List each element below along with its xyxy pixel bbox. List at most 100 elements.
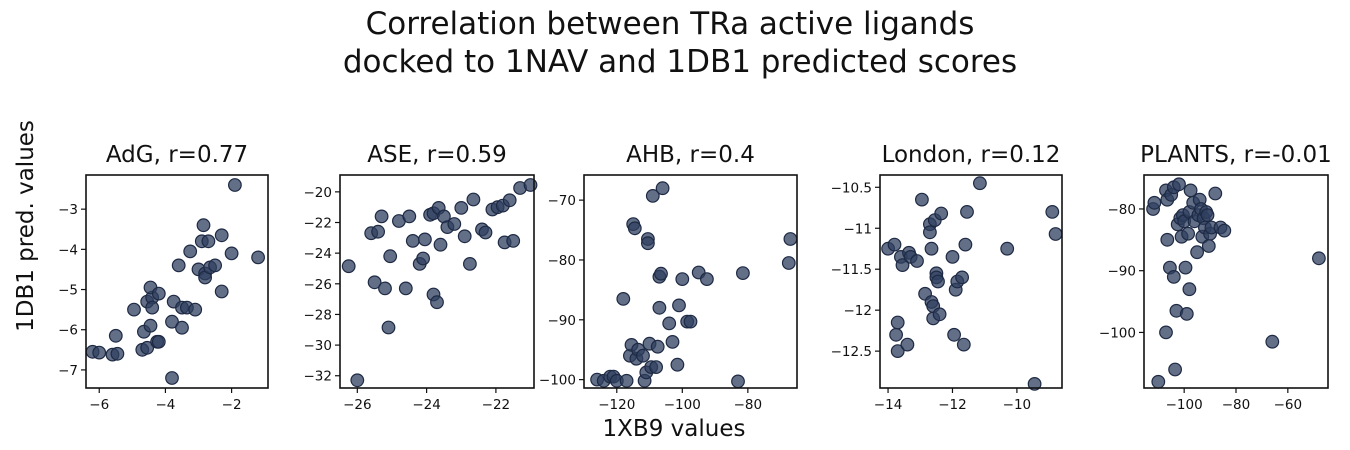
data-point	[955, 270, 969, 285]
y-tick-label: −12	[844, 303, 873, 319]
data-point	[214, 228, 229, 243]
data-point	[1048, 227, 1063, 241]
data-point	[1201, 239, 1216, 253]
data-point	[402, 209, 417, 224]
subplot-title: AdG, r=0.77	[106, 142, 248, 168]
data-point	[1208, 186, 1223, 201]
data-point	[151, 334, 166, 349]
data-point	[670, 357, 685, 372]
data-point	[1182, 282, 1197, 297]
subplot-title: ASE, r=0.59	[367, 142, 506, 168]
data-point	[672, 298, 686, 313]
data-point	[924, 241, 939, 256]
x-tick-label: −22	[482, 397, 511, 413]
data-point	[890, 344, 905, 359]
data-point	[1000, 241, 1015, 256]
data-point	[1160, 232, 1175, 247]
data-point	[923, 225, 937, 240]
data-point	[956, 337, 971, 352]
data-point	[143, 318, 158, 333]
data-point	[675, 272, 690, 287]
data-point	[224, 246, 239, 261]
y-tick-label: −10.5	[831, 180, 872, 196]
data-point	[1178, 260, 1193, 275]
data-point	[378, 281, 392, 296]
data-point	[1045, 204, 1060, 219]
data-point	[502, 193, 517, 208]
data-point	[932, 307, 947, 322]
data-point	[889, 327, 903, 342]
x-axis-label: 1XB9 values	[603, 416, 746, 442]
y-tick-label: −7	[58, 363, 78, 379]
data-point	[127, 302, 141, 317]
x-tick-label: −2	[222, 397, 242, 413]
data-point	[1265, 334, 1280, 349]
data-point	[915, 192, 929, 207]
y-tick-label: −30	[304, 338, 333, 354]
data-point	[108, 328, 123, 343]
data-point	[110, 346, 125, 361]
data-point	[1181, 226, 1195, 241]
data-point	[165, 371, 179, 385]
data-point	[208, 258, 223, 273]
y-tick-label: −80	[548, 253, 577, 269]
y-tick-label: −100	[1099, 325, 1136, 341]
data-point	[374, 209, 389, 224]
x-tick-label: −24	[412, 397, 441, 413]
y-tick-label: −90	[1108, 264, 1137, 280]
figure-title-line-1: Correlation between TRa active ligands	[366, 6, 975, 42]
data-point	[92, 345, 107, 360]
x-tick-label: −80	[1222, 397, 1251, 413]
x-tick-label: −60	[1274, 397, 1303, 413]
x-tick-label: −14	[874, 397, 903, 413]
data-point	[1190, 245, 1204, 260]
data-point	[973, 176, 987, 191]
data-point	[1151, 374, 1166, 389]
data-point	[636, 348, 650, 363]
y-tick-label: −20	[304, 185, 333, 201]
data-point	[958, 237, 973, 252]
data-point	[145, 300, 160, 315]
data-point	[683, 314, 698, 329]
data-point	[781, 256, 796, 270]
y-tick-label: −80	[1108, 202, 1137, 218]
data-point	[616, 292, 631, 306]
subplot-title: London, r=0.12	[882, 142, 1061, 168]
data-point	[1311, 251, 1326, 266]
data-point	[165, 314, 179, 329]
data-point	[188, 302, 203, 317]
x-tick-label: −6	[89, 397, 109, 413]
data-point	[140, 340, 155, 355]
data-point	[201, 234, 216, 249]
data-point	[398, 281, 413, 296]
data-point	[900, 337, 915, 352]
data-point	[183, 244, 198, 259]
data-point	[463, 257, 477, 271]
data-point	[783, 232, 798, 246]
data-point	[466, 192, 481, 207]
y-tick-label: −24	[304, 246, 333, 262]
data-point	[655, 181, 670, 196]
data-point	[1217, 223, 1232, 238]
plot-frame	[583, 174, 798, 389]
y-tick-label: −6	[58, 323, 78, 339]
x-tick-label: −26	[343, 397, 372, 413]
subplot-1: AdG, r=0.77 −6 −4 −2 −7 −6 −5 −4 −3	[58, 142, 269, 413]
data-point	[383, 249, 398, 264]
plot-frame	[879, 174, 1063, 389]
data-point	[619, 373, 634, 388]
data-point	[151, 286, 166, 301]
y-tick-label: −28	[304, 307, 333, 323]
data-point	[1166, 270, 1181, 284]
y-tick-label: −70	[548, 193, 577, 209]
x-tick-label: −120	[598, 397, 635, 413]
data-point	[654, 266, 668, 281]
subplot-3: AHB, r=0.4 −120 −100 −80 −100 −90 −80 −70	[539, 142, 798, 413]
data-point	[367, 275, 382, 290]
data-point	[478, 225, 493, 240]
data-point	[1027, 377, 1042, 391]
data-point	[171, 258, 186, 273]
data-point	[1147, 195, 1162, 210]
subplots: AdG, r=0.77 −6 −4 −2 −7 −6 −5 −4 −3 ASE, r=0.59 −2…	[58, 142, 1332, 413]
data-point	[430, 295, 444, 310]
